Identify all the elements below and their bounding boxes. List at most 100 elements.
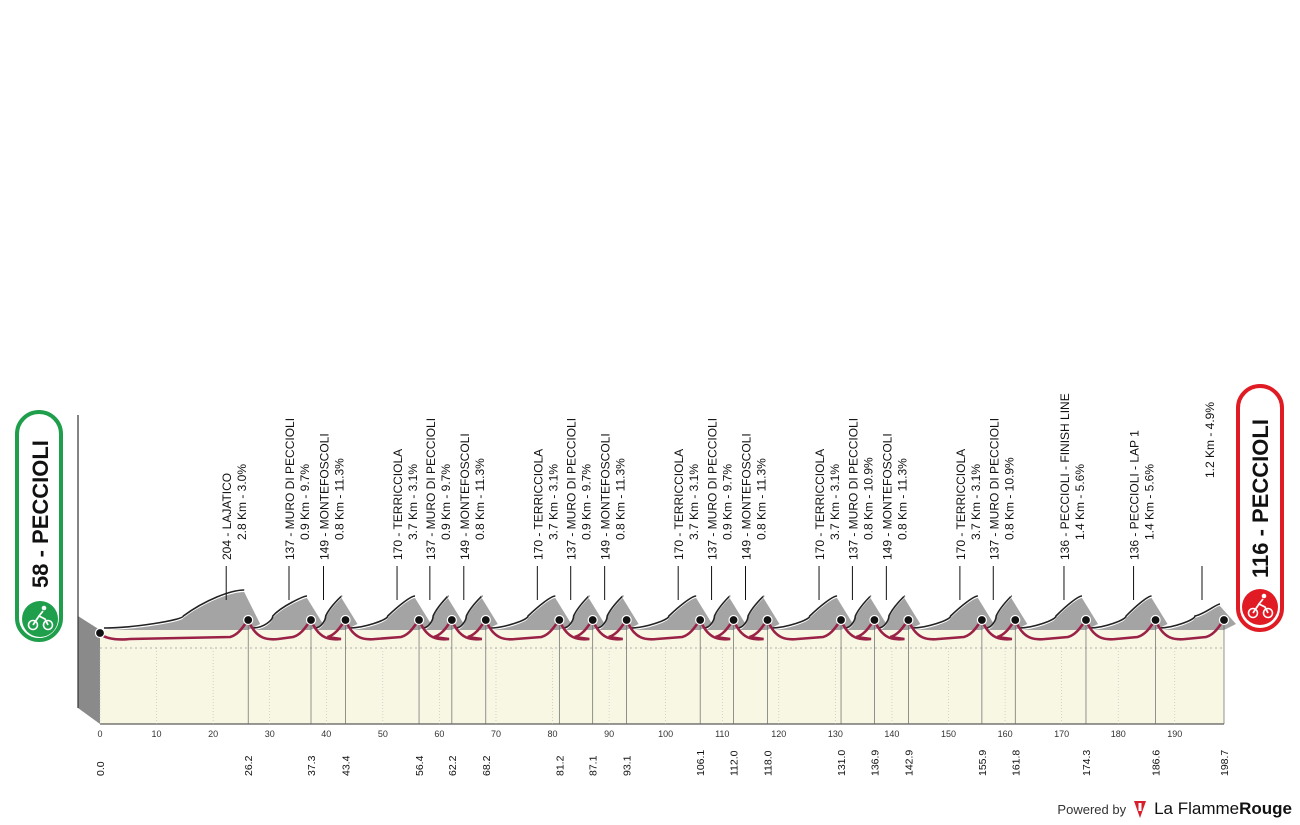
climb-detail-label: 0.8 Km - 11.3%: [473, 458, 487, 540]
marker-dot: [1010, 614, 1021, 626]
markers: [94, 614, 1230, 724]
x-tick-label: 150: [941, 729, 956, 739]
start-icon-bg: [22, 601, 58, 637]
marker-dot: [621, 614, 632, 626]
climb-detail-label: 3.7 Km - 3.1%: [406, 464, 420, 540]
brand-name: La FlammeRouge: [1154, 799, 1292, 818]
flame-icon: [1134, 801, 1147, 818]
marker-km-label: 198.7: [1219, 750, 1231, 776]
climb-detail-label: 0.9 Km - 9.7%: [721, 464, 735, 540]
climb-name-label: 137 - MURO DI PECCIOLI: [424, 418, 438, 560]
climb-name-label: 137 - MURO DI PECCIOLI: [987, 418, 1001, 560]
start-km-label: 0.0: [95, 761, 107, 776]
climb-detail-label: 1.4 Km - 5.6%: [1143, 464, 1157, 540]
climb-name-label: 137 - MURO DI PECCIOLI: [565, 418, 579, 560]
x-tick-label: 50: [378, 729, 388, 739]
start-label: 58 - PECCIOLI: [28, 440, 53, 588]
climb-area: [1089, 598, 1168, 630]
marker-km-label: 186.6: [1151, 750, 1163, 776]
climb-area: [912, 598, 994, 630]
climb-detail-label: 0.8 Km - 10.9%: [861, 457, 875, 540]
finish-badge: 116 - PECCIOLI: [1236, 384, 1284, 632]
x-tick-label: 120: [771, 729, 786, 739]
marker-dot: [1080, 614, 1092, 626]
climb-area: [1159, 606, 1236, 630]
profile-line: [349, 595, 416, 629]
profile-line: [455, 595, 483, 629]
profile-base: [77, 415, 1224, 725]
marker-dot: [243, 614, 254, 626]
climb-area: [630, 598, 713, 630]
marker-dot: [480, 614, 491, 626]
marker-km-label: 93.1: [622, 755, 634, 776]
profile-line: [422, 595, 449, 629]
climb-name-label: 137 - MURO DI PECCIOLI: [846, 418, 860, 560]
x-tick-label: 80: [548, 729, 558, 739]
climb-name-label: 170 - TERRICCIOLA: [813, 449, 827, 560]
profile-line: [489, 595, 556, 629]
climb-detail-label: 0.9 Km - 9.7%: [439, 464, 453, 540]
marker-dot: [446, 614, 457, 626]
climb-name-label: 170 - TERRICCIOLA: [531, 449, 545, 560]
x-tick-label: 180: [1111, 729, 1126, 739]
profile-line: [1019, 595, 1083, 629]
start-badge-frame: [15, 410, 63, 642]
marker-km-label: 62.2: [447, 755, 459, 776]
x-tick-label: 10: [152, 729, 162, 739]
profile-line: [878, 595, 906, 629]
climb-area: [771, 598, 854, 630]
powered-by-brand[interactable]: Powered by La FlammeRouge: [1057, 799, 1292, 819]
finish-icon-bg: [1242, 589, 1278, 625]
climb-name-label: 136 - PECCIOLI - FINISH LINE: [1058, 393, 1072, 560]
marker-dot: [554, 614, 565, 626]
cyclist-icon: [27, 605, 54, 631]
climb-detail-label: 3.7 Km - 3.1%: [546, 464, 560, 540]
marker-km-label: 26.2: [243, 755, 255, 776]
climb-areas: [104, 592, 1236, 630]
profile-line: [252, 595, 308, 629]
grid-lines: [99, 648, 1176, 724]
climb-detail-label: 3.7 Km - 3.1%: [828, 464, 842, 540]
climb-detail-label: 3.7 Km - 3.1%: [969, 464, 983, 540]
profile-fill: [100, 630, 1224, 724]
climb-labels: 204 - LAJATICO 2.8 Km - 3.0% 137 - MURO DI…: [220, 393, 1217, 600]
marker-dot: [835, 614, 847, 626]
marker-dot: [976, 614, 987, 626]
marker-dot: [695, 614, 706, 626]
profile-line: [1159, 603, 1221, 629]
x-tick-label: 60: [434, 729, 444, 739]
marker-dot: [1150, 614, 1161, 626]
powered-by-text: Powered by: [1057, 801, 1127, 817]
profile-line: [314, 595, 343, 629]
finish-badge-frame: [1236, 384, 1284, 632]
x-tick-label: 90: [604, 729, 614, 739]
marker-dot: [903, 614, 914, 626]
climb-name-label: 170 - TERRICCIOLA: [954, 449, 968, 560]
profile-line: [844, 595, 872, 629]
marker-km-label: 81.2: [554, 755, 566, 776]
climb-area: [1019, 598, 1098, 630]
x-tick-label: 110: [715, 729, 729, 739]
marker-km-label: 87.1: [588, 755, 600, 776]
x-tick-label: 160: [998, 729, 1013, 739]
profile-line: [737, 595, 765, 629]
marker-km-label: 174.3: [1081, 750, 1093, 776]
marker-dot: [728, 614, 739, 626]
x-tick-label: 100: [658, 729, 673, 739]
x-tick-label: 20: [208, 729, 218, 739]
profile-wall: [78, 616, 100, 724]
cyclist-icon: [1247, 593, 1274, 619]
marker-km-label: 37.3: [306, 755, 318, 776]
climb-detail-label: 1.4 Km - 5.6%: [1073, 464, 1087, 540]
climb-detail-label: 0.9 Km - 9.7%: [580, 464, 594, 540]
climb-name-label: 149 - MONTEFOSCOLI: [458, 433, 472, 560]
marker-km-label: 136.9: [869, 750, 881, 776]
x-tick-label: 0: [97, 729, 102, 739]
marker-km-label: 118.0: [762, 750, 774, 776]
profile-line: [704, 595, 731, 629]
marker-dot: [762, 614, 773, 626]
marker-dot: [1218, 614, 1230, 626]
climb-detail-label: 0.8 Km - 11.3%: [333, 458, 347, 540]
x-tick-label: 130: [828, 729, 843, 739]
